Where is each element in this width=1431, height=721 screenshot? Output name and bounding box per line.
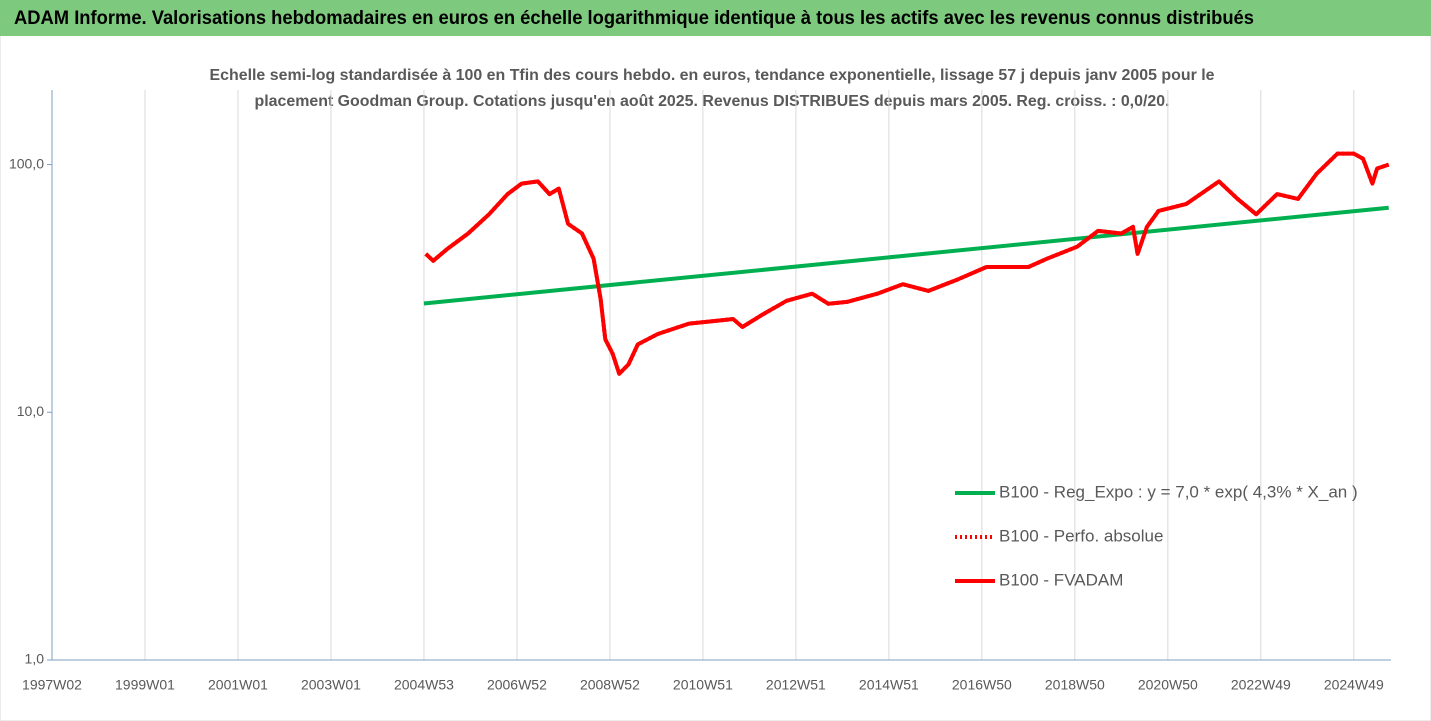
legend-label: B100 - Perfo. absolue <box>999 526 1163 545</box>
x-tick-label: 2024W49 <box>1324 677 1384 693</box>
y-tick-label: 10,0 <box>17 403 44 419</box>
x-tick-label: 2012W51 <box>766 677 826 693</box>
x-tick-label: 2020W50 <box>1138 677 1198 693</box>
chart-subtitle: Echelle semi-log standardisée à 100 en T… <box>210 67 1215 84</box>
x-tick-label: 2018W50 <box>1045 677 1105 693</box>
y-tick-label: 100,0 <box>9 155 44 171</box>
chart-title: ADAM Informe. Valorisations hebdomadaire… <box>14 8 1254 29</box>
x-tick-label: 2022W49 <box>1231 677 1291 693</box>
series-line <box>424 151 1390 376</box>
x-tick-label: 2003W01 <box>301 677 361 693</box>
x-tick-label: 2010W51 <box>673 677 733 693</box>
x-tick-label: 2001W01 <box>208 677 268 693</box>
legend-label: B100 - Reg_Expo : y = 7,0 * exp( 4,3% * … <box>999 482 1358 501</box>
chart-subtitle: placement Goodman Group. Cotations jusqu… <box>255 93 1170 110</box>
x-tick-label: 2014W51 <box>859 677 919 693</box>
series-line <box>423 205 1389 306</box>
x-tick-label: 1999W01 <box>115 677 175 693</box>
y-tick-label: 1,0 <box>25 651 45 667</box>
x-tick-label: 2004W53 <box>394 677 454 693</box>
title-banner <box>0 0 1431 36</box>
x-tick-label: 2016W50 <box>952 677 1012 693</box>
x-tick-label: 2008W52 <box>580 677 640 693</box>
x-tick-label: 1997W02 <box>22 677 82 693</box>
legend-label: B100 - FVADAM <box>999 570 1123 589</box>
x-tick-label: 2006W52 <box>487 677 547 693</box>
